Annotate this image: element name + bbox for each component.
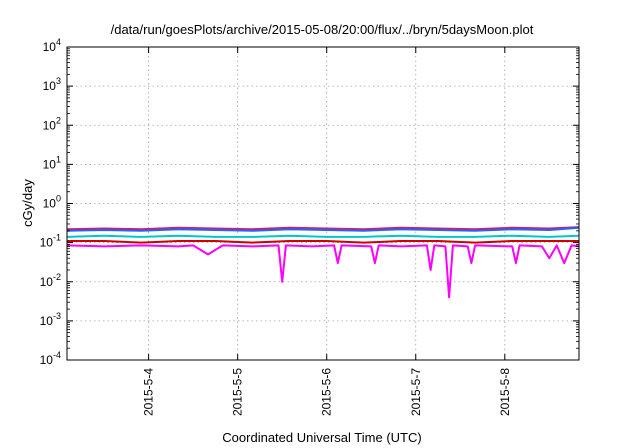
series-line-1 <box>66 226 580 231</box>
chart-title: /data/run/goesPlots/archive/2015-05-08/2… <box>111 22 534 37</box>
y-tick-label: 10-2 <box>40 272 61 289</box>
series-lines <box>66 226 580 299</box>
series-line-2 <box>66 226 580 232</box>
x-ticks: 2015-5-4 2015-5-5 2015-5-6 2015-5-7 2015-5-8 <box>142 47 512 416</box>
y-ticks: 10-4 10-3 10-2 10-1 100 101 102 103 104 <box>40 37 579 367</box>
y-tick-label: 104 <box>43 37 61 54</box>
y-tick-label: 100 <box>43 194 61 211</box>
y-tick-label: 10-4 <box>40 350 61 367</box>
grid <box>67 47 579 360</box>
series-line-4 <box>67 240 579 244</box>
x-tick-label: 2015-5-4 <box>142 368 156 416</box>
series-line-5 <box>66 244 580 299</box>
x-axis-label: Coordinated Universal Time (UTC) <box>222 430 421 445</box>
x-tick-label: 2015-5-8 <box>498 368 512 416</box>
series-line-3 <box>66 234 580 238</box>
y-tick-label: 103 <box>43 76 61 93</box>
y-tick-label: 101 <box>43 154 61 171</box>
y-tick-label: 10-1 <box>40 233 61 250</box>
y-tick-label: 102 <box>43 115 61 132</box>
x-tick-label: 2015-5-7 <box>409 368 423 416</box>
x-tick-label: 2015-5-5 <box>231 368 245 416</box>
x-tick-label: 2015-5-6 <box>320 368 334 416</box>
y-tick-label: 10-3 <box>40 311 61 328</box>
y-axis-label: cGy/day <box>20 179 35 227</box>
